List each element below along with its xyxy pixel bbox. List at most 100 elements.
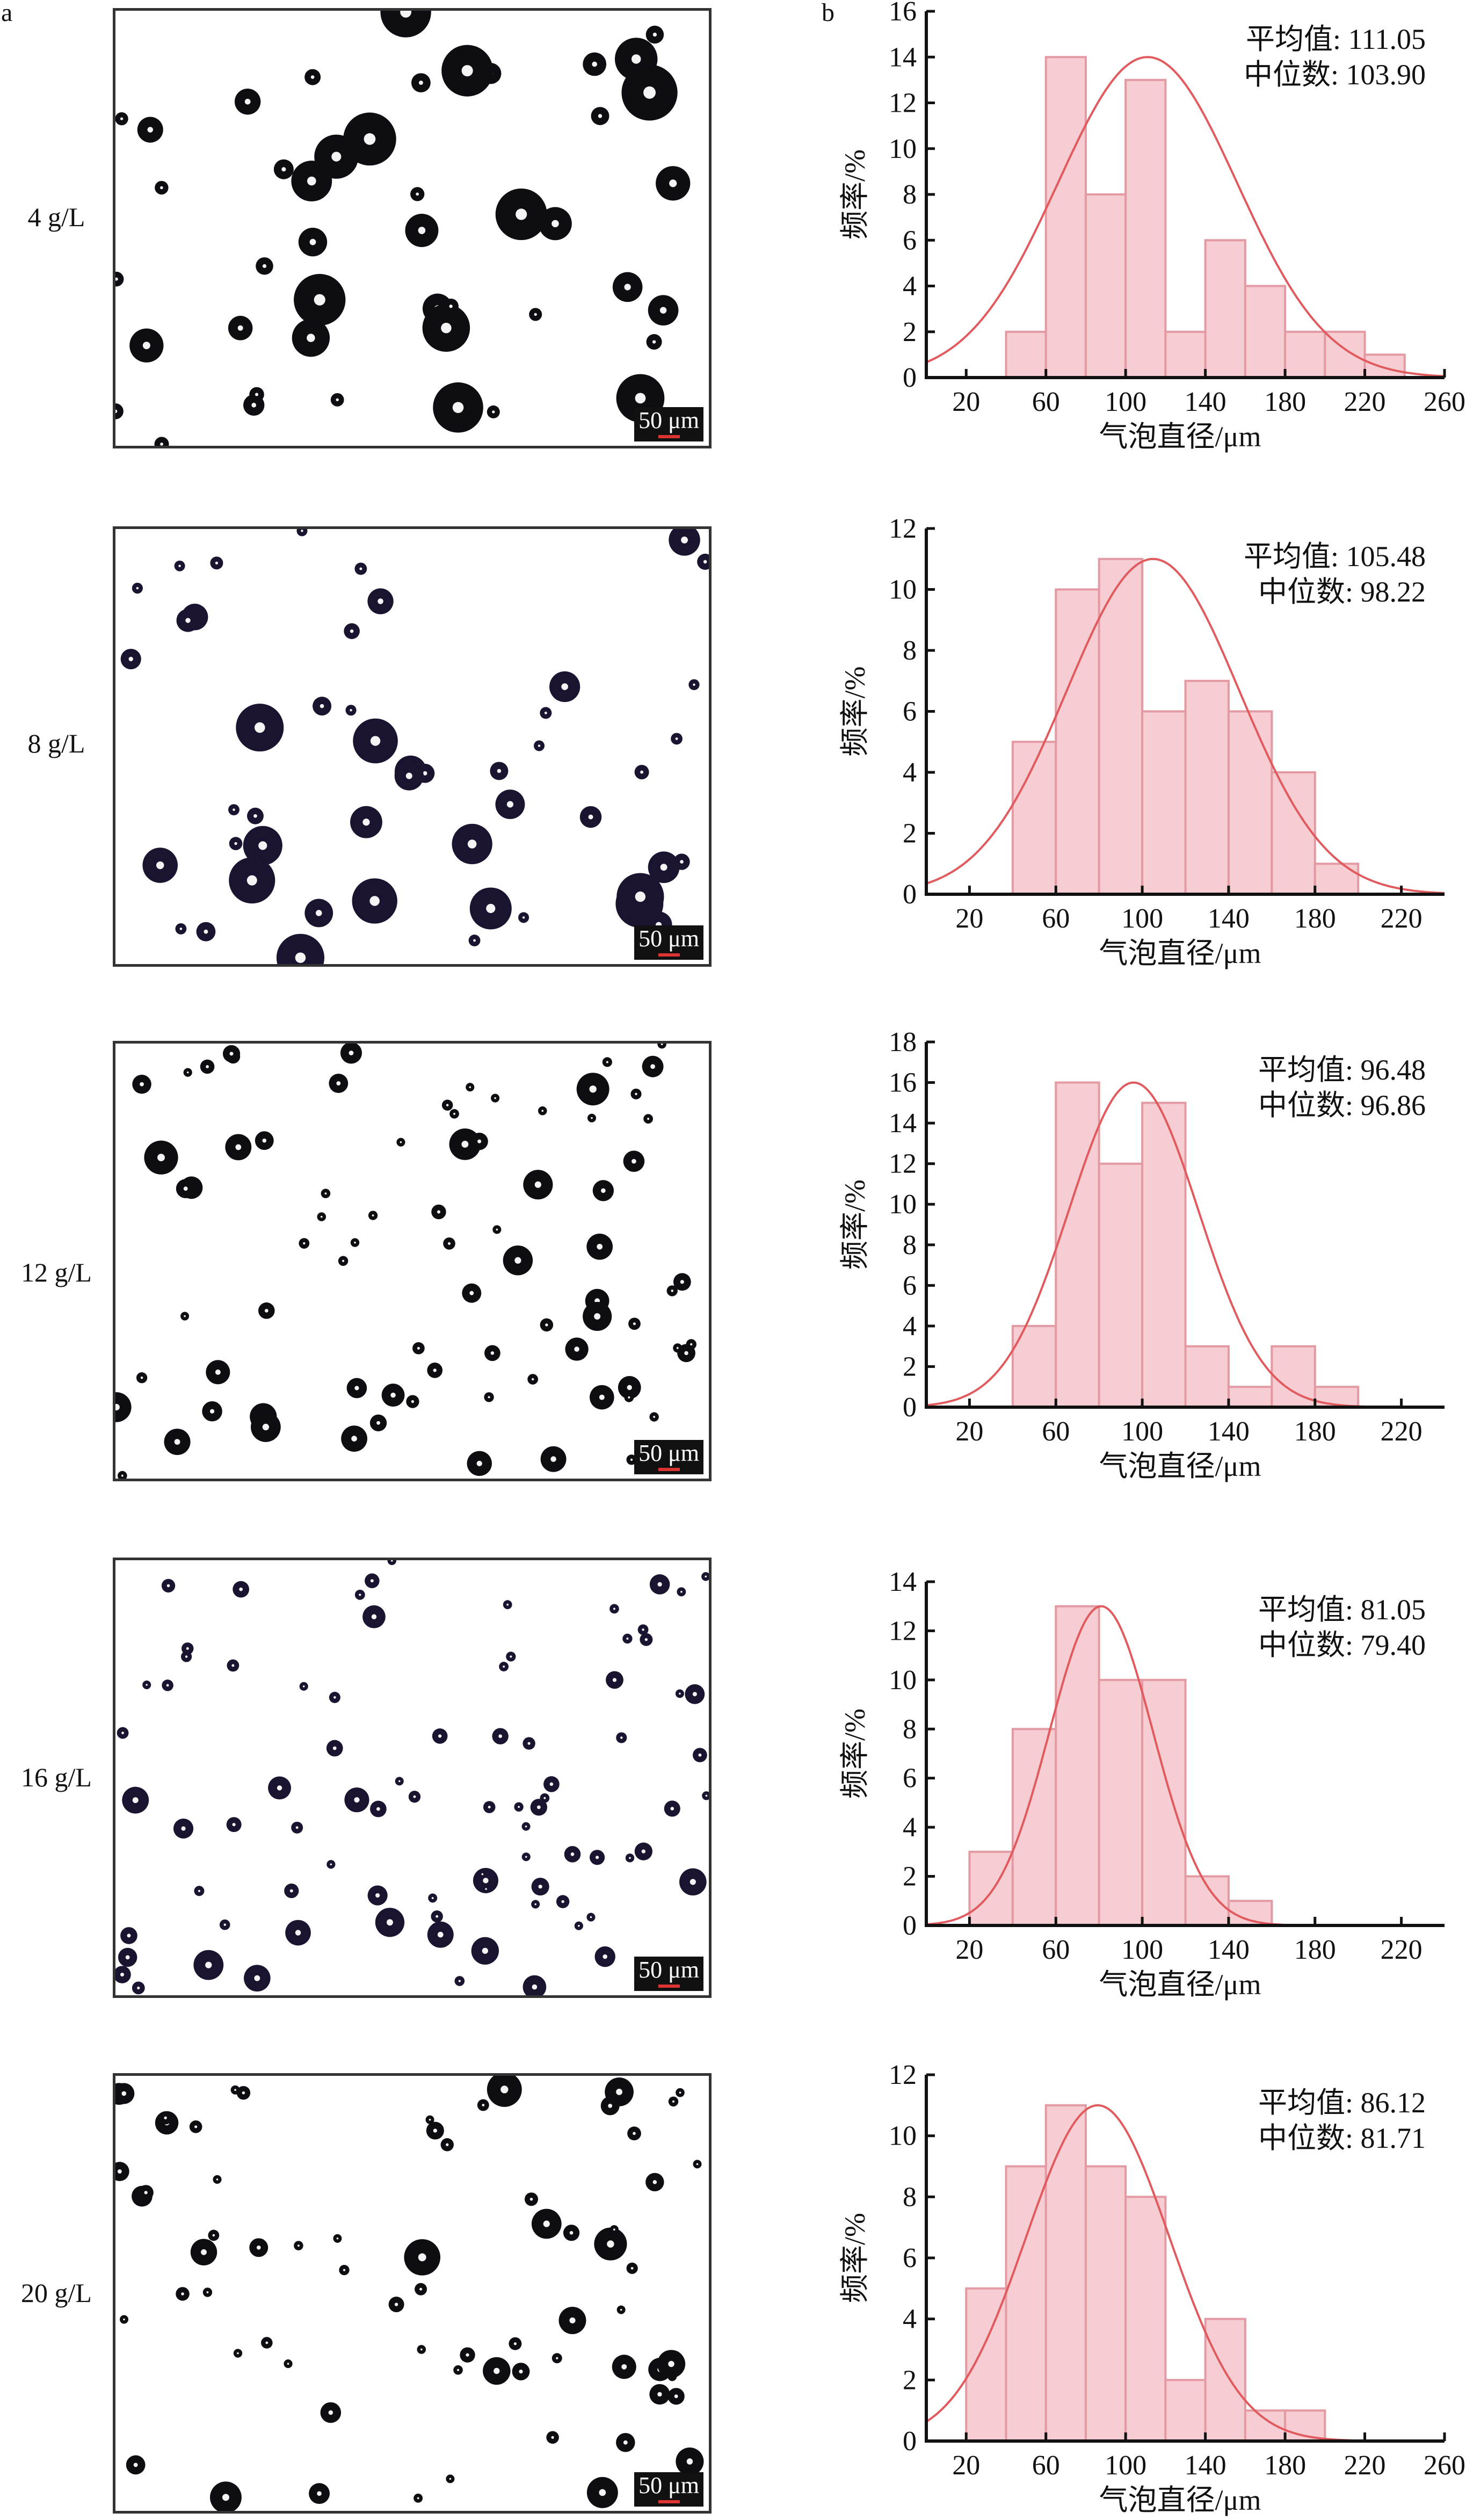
bubble-highlight — [376, 1421, 380, 1425]
bubble-highlight — [121, 2091, 127, 2096]
y-axis-label: 频率/% — [839, 1708, 871, 1799]
bubble-highlight — [705, 1794, 708, 1797]
bubble-highlight — [136, 586, 139, 590]
bubble-highlight — [416, 192, 419, 196]
bubble-highlight — [120, 1972, 125, 1977]
histogram-bar — [1204, 239, 1246, 379]
bubble-highlight — [543, 2220, 550, 2227]
y-tick-label: 8 — [903, 1230, 917, 1261]
bubble — [115, 403, 124, 419]
scale-bar-label: 50 μm — [638, 1957, 699, 1983]
bubble-highlight — [351, 1436, 357, 1442]
histogram-bar — [968, 1850, 1014, 1927]
bubble-highlight — [354, 1241, 356, 1244]
bubble-highlight — [514, 1257, 521, 1264]
bubble-highlight — [198, 1889, 201, 1892]
bubble-highlight — [705, 1575, 707, 1578]
y-tick-label: 4 — [903, 757, 917, 788]
bubble-highlight — [431, 1897, 434, 1899]
bubble-highlight — [534, 1181, 541, 1188]
bubble-highlight — [328, 2410, 333, 2415]
bubble-highlight — [483, 1878, 489, 1884]
bubble-highlight — [519, 2369, 523, 2374]
bubble-highlight — [183, 1186, 188, 1191]
bubble-highlight — [629, 1857, 631, 1859]
bubble-highlight — [370, 736, 381, 746]
bubble-highlight — [262, 1423, 270, 1431]
bubble-highlight — [125, 1955, 130, 1960]
bubble-highlight — [452, 402, 464, 414]
y-tick-label: 2 — [903, 819, 917, 849]
bubble-highlight — [488, 1806, 491, 1809]
y-tick-label: 0 — [903, 363, 917, 393]
x-tick-label: 60 — [1042, 1416, 1070, 1447]
bubble-highlight — [206, 1065, 209, 1068]
bubble-highlight — [262, 264, 267, 268]
bubble-highlight — [494, 1097, 496, 1099]
bubble-image — [120, 529, 709, 964]
bubble-highlight — [476, 1460, 482, 1466]
bubble-highlight — [679, 1692, 681, 1695]
bubble — [702, 1791, 709, 1800]
bubble-highlight — [594, 1313, 601, 1320]
bubble-highlight — [574, 1346, 579, 1352]
histogram-chart-3: 0 2 4 6 8 10 12 14 20 60 100 140 180 220 气泡直径/μm 频率/% 平均… — [839, 1567, 1445, 2001]
histogram-bar — [1098, 1678, 1144, 1927]
bubble-highlight — [623, 2440, 628, 2445]
bubble-highlight — [436, 1915, 439, 1918]
bubble-highlight — [133, 2463, 138, 2467]
bubble-highlight — [184, 1315, 186, 1317]
bubble-highlight — [684, 1351, 688, 1356]
bubble-highlight — [670, 1807, 674, 1811]
bubble — [115, 2162, 129, 2181]
bubble-highlight — [115, 277, 118, 281]
histogram-bar — [1227, 710, 1273, 895]
bubble-highlight — [297, 2244, 300, 2247]
scale-bar-label: 50 μm — [638, 407, 699, 433]
bubble-highlight — [490, 1351, 495, 1355]
y-tick-label: 12 — [889, 1616, 917, 1646]
bubble-highlight — [215, 1369, 221, 1375]
bubble-highlight — [386, 1919, 393, 1926]
bubble-highlight — [418, 227, 426, 234]
scale-bar: 50 μm — [634, 2472, 703, 2507]
bubble-highlight — [186, 1071, 189, 1074]
bubble-highlight — [661, 1044, 663, 1045]
bubble-highlight — [457, 2369, 459, 2371]
histogram-bar — [1284, 330, 1326, 379]
histogram-bar — [1084, 2165, 1127, 2442]
bubble-highlight — [660, 864, 667, 871]
y-axis-label: 频率/% — [839, 667, 871, 757]
bubble-highlight — [641, 1849, 646, 1853]
x-tick-label: 20 — [955, 1416, 983, 1447]
bubble-highlight — [256, 2245, 261, 2250]
bubble-highlight — [246, 875, 257, 886]
y-tick-label: 0 — [903, 879, 917, 910]
bubble-highlight — [164, 2116, 167, 2119]
bubble-highlight — [589, 1085, 597, 1093]
bubble-highlight — [624, 284, 631, 291]
histogram-bar — [1244, 285, 1287, 379]
bubble — [697, 553, 709, 570]
bubble-highlight — [302, 1685, 305, 1688]
bubble-highlight — [174, 1439, 180, 1445]
x-tick-label: 180 — [1294, 903, 1336, 934]
x-tick-label: 140 — [1208, 1935, 1250, 1965]
y-tick-label: 2 — [903, 2365, 917, 2395]
bubble-highlight — [420, 2348, 423, 2351]
bubble-highlight — [336, 2237, 339, 2240]
bubble-highlight — [448, 1242, 451, 1245]
bubble-highlight — [545, 1323, 548, 1327]
bubble-highlight — [324, 1192, 327, 1195]
bubble-image — [115, 2076, 704, 2511]
histogram-bar — [1141, 1102, 1187, 1408]
bubble-highlight — [621, 2364, 627, 2370]
y-tick-label: 10 — [889, 1189, 917, 1220]
bubble-highlight — [485, 1888, 487, 1890]
bubble-highlight — [538, 744, 541, 747]
bubble-highlight — [281, 167, 286, 172]
histogram-bar — [1011, 1728, 1057, 1927]
bubble-highlight — [534, 1903, 536, 1906]
bubble-highlight — [449, 305, 453, 308]
bubble-highlight — [482, 2104, 485, 2106]
